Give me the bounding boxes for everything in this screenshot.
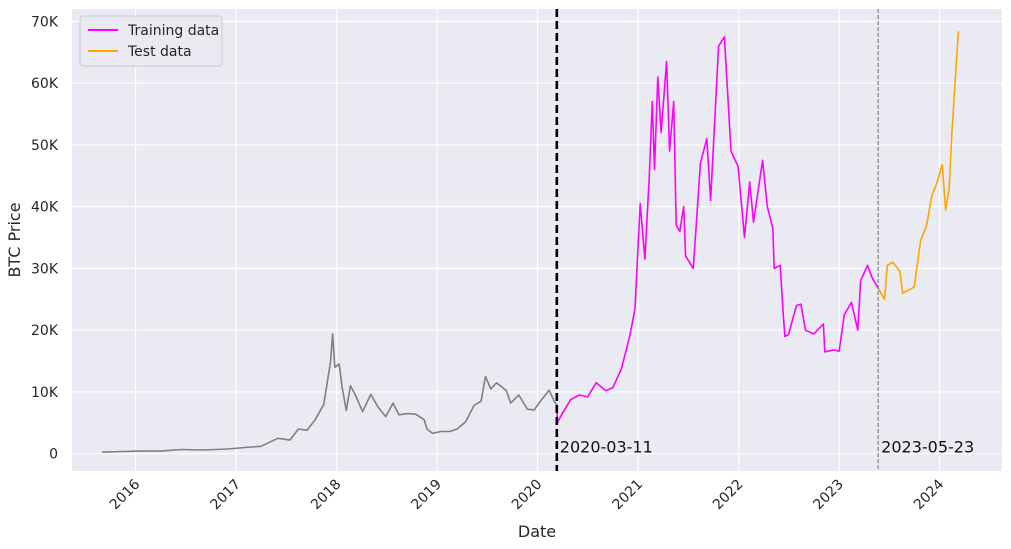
- x-axis-ticks: 2016 2017 2018 2019 2020 2021 2022 2023 2024: [107, 476, 948, 513]
- x-tick-label: 2023: [810, 477, 847, 514]
- annotation-label-test-start: 2023-05-23: [881, 438, 974, 457]
- y-tick-label: 10K: [31, 385, 59, 401]
- x-tick-label: 2020: [509, 477, 546, 514]
- y-tick-label: 0: [49, 447, 58, 463]
- series-test-line: [877, 31, 960, 301]
- x-tick-label: 2018: [308, 477, 345, 514]
- x-tick-label: 2017: [208, 477, 245, 514]
- y-axis-ticks: 0 10K 20K 30K 40K 50K 60K 70K: [31, 14, 59, 462]
- legend-entry-training: Training data: [127, 23, 219, 39]
- y-axis-label: BTC Price: [5, 202, 24, 277]
- x-tick-label: 2021: [610, 477, 647, 514]
- x-tick-label: 2016: [107, 476, 144, 513]
- x-tick-label: 2022: [710, 477, 747, 514]
- series-training-line: [556, 36, 879, 424]
- grid-lines: [72, 9, 1002, 471]
- x-axis-label: Date: [518, 522, 556, 541]
- y-tick-label: 20K: [31, 323, 59, 339]
- annotation-layer: 2020-03-11 2023-05-23: [555, 9, 974, 471]
- x-tick-label: 2019: [408, 477, 445, 514]
- y-tick-label: 60K: [31, 76, 59, 92]
- y-tick-label: 30K: [31, 261, 59, 277]
- annotation-label-train-start: 2020-03-11: [560, 438, 653, 457]
- series-layer: [101, 31, 960, 453]
- x-tick-label: 2024: [911, 476, 948, 513]
- y-tick-label: 40K: [31, 200, 59, 216]
- legend-entry-test: Test data: [127, 44, 192, 60]
- y-tick-label: 50K: [31, 138, 59, 154]
- series-historical-line: [101, 333, 558, 453]
- legend: Training data Test data: [79, 15, 223, 67]
- legend-box: [79, 15, 223, 67]
- y-tick-label: 70K: [31, 14, 59, 30]
